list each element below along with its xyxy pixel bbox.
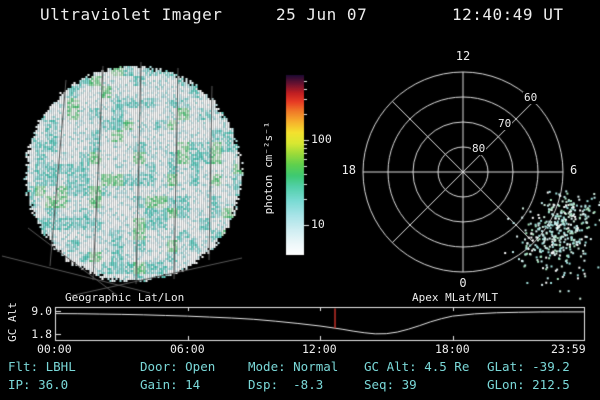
status-dsp: Dsp: -8.3 <box>248 377 324 392</box>
polar-mlt-0-label: 0 <box>459 276 467 290</box>
xtick-2359: 23:59 <box>551 342 586 356</box>
stripchart-left-title: Geographic Lat/Lon <box>65 291 185 304</box>
stripchart-right-title: Apex MLat/MLT <box>412 291 499 304</box>
status-glon: GLon: 212.5 <box>487 377 570 392</box>
xtick-0600: 06:00 <box>170 342 205 356</box>
polar-mlt-18-label: 18 <box>341 163 356 177</box>
polar-mlt-6-label: 6 <box>570 163 578 177</box>
colorbar-tick-100: 100 <box>311 132 332 146</box>
colorbar-tick-10: 10 <box>311 217 325 231</box>
xtick-1800: 18:00 <box>435 342 470 356</box>
status-seq: Seq: 39 <box>364 377 417 392</box>
display-date: 25 Jun 07 <box>276 5 368 24</box>
colorbar-units-label: photon cm⁻²s⁻¹ <box>261 121 275 215</box>
status-gain: Gain: 14 <box>140 377 201 392</box>
app-title: Ultraviolet Imager <box>40 5 223 24</box>
status-flt: Flt: LBHL <box>8 359 76 374</box>
xtick-0000: 00:00 <box>37 342 72 356</box>
polar-mlt-12-label: 12 <box>455 49 471 63</box>
polar-ring-60-label: 60 <box>523 91 539 105</box>
polar-ring-80-label: 80 <box>471 142 487 156</box>
status-ip: IP: 36.0 <box>8 377 69 392</box>
status-door: Door: Open <box>140 359 216 374</box>
stripchart-ylabel: GC Alt <box>5 302 19 342</box>
status-gc-alt: GC Alt: 4.5 Re <box>364 359 470 374</box>
xtick-1200: 12:00 <box>302 342 337 356</box>
ytick-1-8: 1.8 <box>31 327 52 341</box>
status-glat: GLat: -39.2 <box>487 359 570 374</box>
polar-ring-70-label: 70 <box>497 117 513 131</box>
ytick-9-0: 9.0 <box>31 304 52 318</box>
display-time: 12:40:49 UT <box>452 5 564 24</box>
status-mode: Mode: Normal <box>248 359 339 374</box>
